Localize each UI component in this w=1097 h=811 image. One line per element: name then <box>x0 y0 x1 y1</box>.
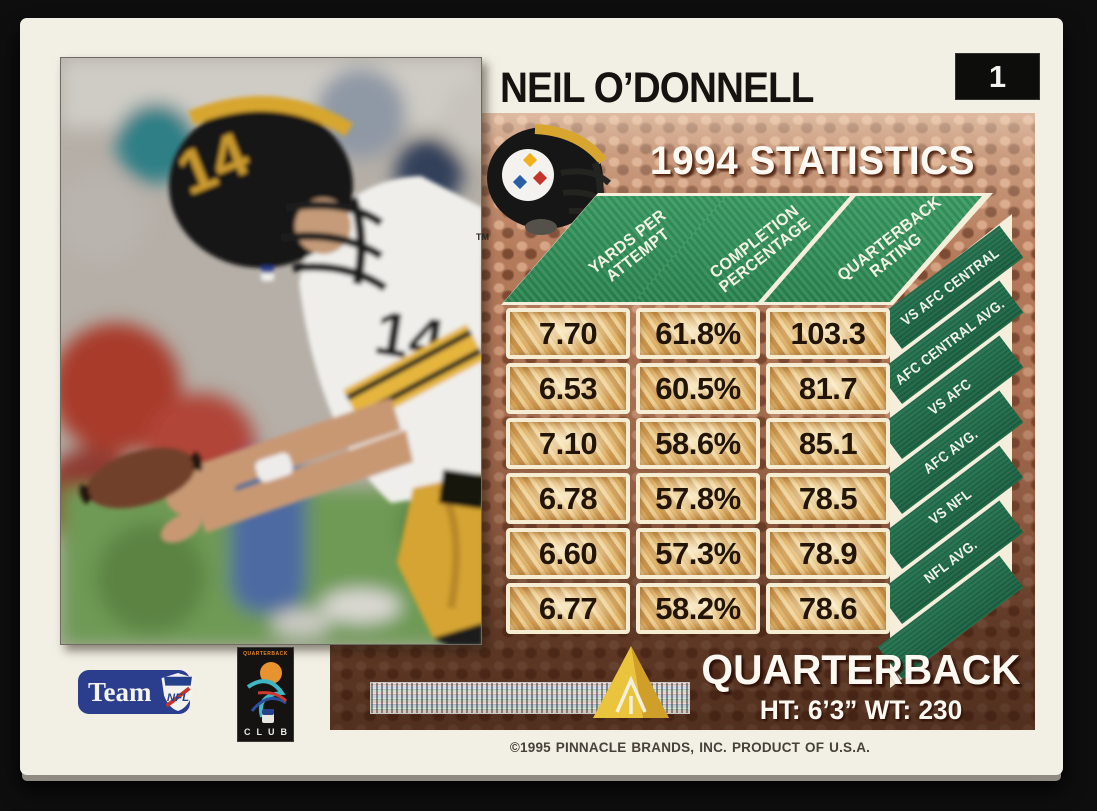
quarterback-figure: 14 14 <box>79 96 481 644</box>
player-photo: 14 14 <box>60 57 482 645</box>
stat-cell: 7.10 <box>506 418 630 469</box>
card-number: 1 <box>988 58 1007 94</box>
svg-text:NFL: NFL <box>167 692 189 704</box>
nfl-shield-icon: NFL <box>161 673 195 711</box>
stats-title: 1994 STATISTICS <box>650 139 975 183</box>
copyright-text: ©1995 PINNACLE BRANDS, INC. PRODUCT OF U… <box>509 740 871 755</box>
team-nfl-wordmark: Team <box>88 676 152 707</box>
quarterback-club-art <box>246 662 288 723</box>
player-name: NEIL O’DONNELL <box>500 64 814 112</box>
trademark-label: TM <box>476 232 489 242</box>
stat-cell: 78.9 <box>766 528 890 579</box>
stat-cell: 58.6% <box>636 418 760 469</box>
stat-cell: 78.5 <box>766 473 890 524</box>
stat-cell: 7.70 <box>506 308 630 359</box>
card-number-badge: 1 <box>955 53 1040 100</box>
stat-cell: 6.60 <box>506 528 630 579</box>
stat-cell: 57.8% <box>636 473 760 524</box>
stat-cell: 78.6 <box>766 583 890 634</box>
position-and-vitals: QUARTERBACK HT: 6’3” WT: 230 <box>680 646 1042 726</box>
vitals-label: HT: 6’3” WT: 230 <box>759 695 963 725</box>
pinnacle-logo-icon <box>591 644 671 720</box>
player-photo-art: 14 14 <box>61 58 481 644</box>
stat-cell: 61.8% <box>636 308 760 359</box>
stat-cell: 57.3% <box>636 528 760 579</box>
stat-cell: 6.78 <box>506 473 630 524</box>
stat-cell: 58.2% <box>636 583 760 634</box>
stat-cell: 103.3 <box>766 308 890 359</box>
quarterback-club-logo: QUARTERBACK CLUB <box>237 647 294 742</box>
stat-cell: 6.77 <box>506 583 630 634</box>
stat-cell: 60.5% <box>636 363 760 414</box>
trading-card-back: NEIL O’DONNELL 1 <box>20 18 1063 775</box>
team-nfl-logo: Team NFL <box>78 670 195 714</box>
stat-cell: 81.7 <box>766 363 890 414</box>
stat-cell: 6.53 <box>506 363 630 414</box>
stat-cell: 85.1 <box>766 418 890 469</box>
position-label: QUARTERBACK <box>701 646 1021 693</box>
